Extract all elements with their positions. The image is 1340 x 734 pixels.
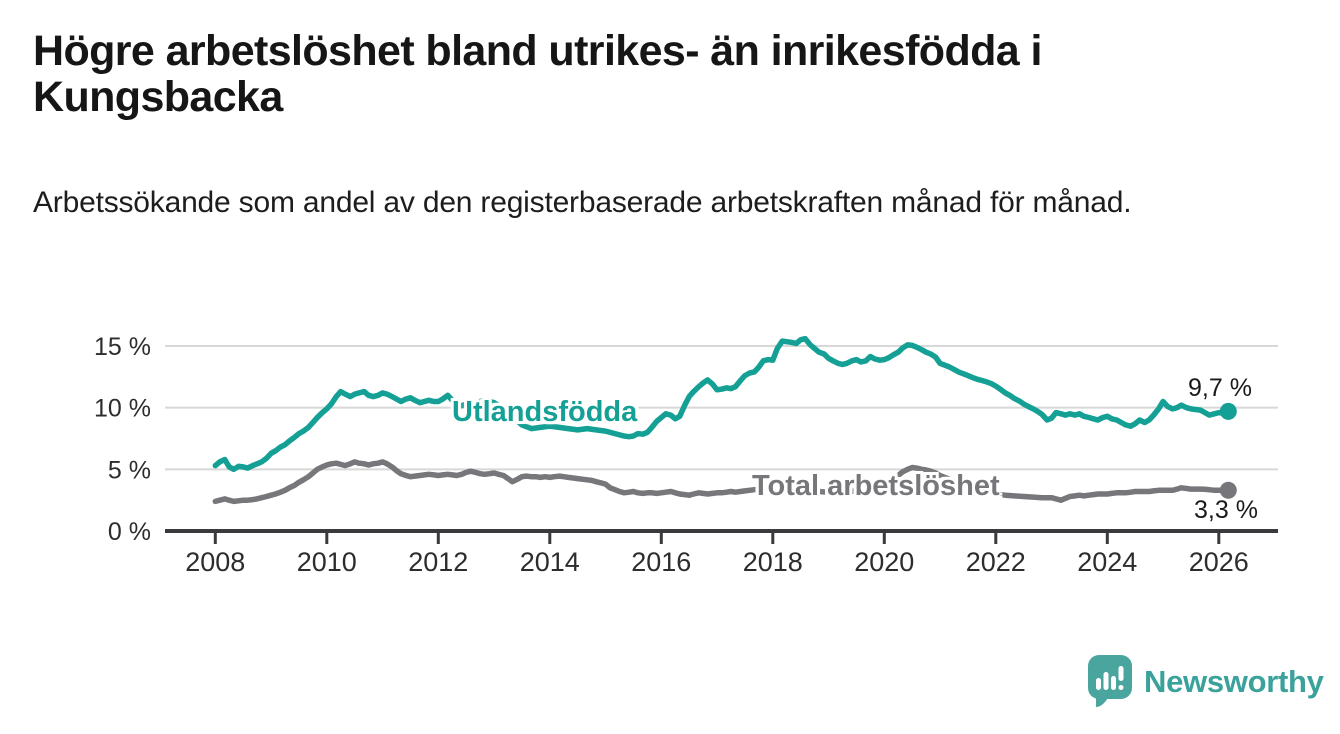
newsworthy-logo[interactable]: Newsworthy: [1087, 655, 1324, 708]
end-value-label-utlandsfodda: 9,7 %: [1188, 374, 1252, 402]
page-title: Högre arbetslöshet bland utrikes- än inr…: [33, 27, 1042, 121]
y-tick-label: 10 %: [94, 395, 151, 423]
x-tick-label: 2024: [1077, 547, 1137, 577]
newsworthy-logo-icon: [1088, 655, 1132, 707]
y-tick-label: 5 %: [108, 456, 151, 484]
x-tick-label: 2018: [743, 547, 803, 577]
series-line-utlandsf-dda: [212, 335, 1232, 473]
y-tick-label: 15 %: [94, 333, 151, 361]
series-end-dot-total-arbetsl-shet: [1219, 481, 1237, 499]
x-tick-label: 2026: [1189, 547, 1249, 577]
x-tick-label: 2016: [631, 547, 691, 577]
x-tick-label: 2020: [854, 547, 914, 577]
x-tick-label: 2022: [966, 547, 1026, 577]
chart-subtitle: Arbetssökande som andel av den registerb…: [33, 186, 1132, 219]
x-tick-label: 2008: [185, 547, 245, 577]
newsworthy-logo-text: Newsworthy: [1144, 664, 1324, 699]
series-end-dot-utlandsf-dda: [1219, 402, 1237, 420]
x-tick-label: 2012: [408, 547, 468, 577]
y-tick-label: 0 %: [108, 518, 151, 546]
series-label-total-arbetsloshet: Total arbetslöshet: [752, 470, 1000, 502]
series-label-utlandsfodda: Utlandsfödda: [452, 396, 638, 428]
end-value-label-total: 3,3 %: [1194, 496, 1258, 524]
x-tick-label: 2010: [297, 547, 357, 577]
series-line-total-arbetsl-shet: [212, 459, 1232, 505]
x-tick-label: 2014: [520, 547, 580, 577]
